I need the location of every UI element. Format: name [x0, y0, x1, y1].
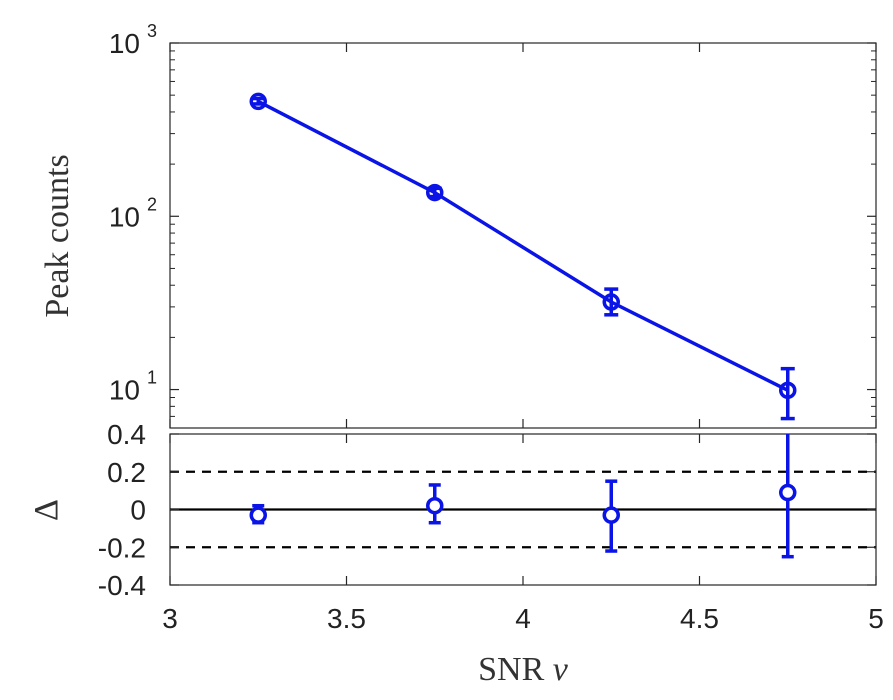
top-y-axis-ticks: 10 1 10 2 10 3	[109, 21, 877, 429]
top-y-tick-base: 10	[109, 28, 140, 59]
top-model-line	[257, 99, 789, 392]
bottom-data-point	[779, 483, 797, 502]
x-axis-ticks: 3 3.5 4 4.5 5	[162, 434, 884, 634]
top-y-tick-base: 10	[109, 201, 140, 232]
bottom-series-delta	[249, 434, 797, 559]
top-y-tick-label: 10	[109, 375, 140, 406]
top-y-tick-label: 10	[109, 201, 140, 232]
top-panel-frame	[169, 42, 877, 429]
bottom-data-point	[426, 496, 444, 515]
bottom-data-point	[249, 506, 267, 524]
top-panel-peak-counts: 10 1 10 2 10 3 Peak counts	[39, 21, 877, 429]
bottom-y-tick-label: -0.4	[98, 570, 146, 601]
bottom-y-tick-label: 0.2	[107, 457, 146, 488]
x-tick-label: 4.5	[680, 603, 719, 634]
x-axis-label: SNR ν	[478, 651, 569, 688]
bottom-y-tick-label: -0.2	[98, 532, 146, 563]
x-tick-label: 3	[162, 603, 178, 634]
top-data-point	[249, 92, 267, 111]
top-data-point	[779, 381, 797, 400]
x-tick-label: 4	[515, 603, 531, 634]
top-series-peak-counts	[249, 92, 797, 421]
bottom-data-point	[602, 506, 620, 524]
top-data-point	[426, 183, 444, 202]
top-y-tick-exponent: 1	[147, 368, 157, 388]
top-y-axis-label: Peak counts	[39, 154, 76, 317]
top-data-point	[602, 293, 620, 311]
bottom-y-tick-label: 0	[130, 495, 146, 526]
top-y-tick-exponent: 3	[147, 21, 157, 41]
bottom-reference-lines	[170, 470, 876, 549]
bottom-panel-delta: 0.4 0.2 0 -0.2 -0.4 3 3.5 4 4.5 5 Δ SNR ν	[28, 419, 884, 688]
x-tick-label: 3.5	[327, 603, 366, 634]
bottom-y-axis-ticks: 0.4 0.2 0 -0.2 -0.4	[98, 419, 876, 601]
top-y-tick-label: 10	[109, 28, 140, 59]
x-axis-label-text: SNR	[478, 651, 553, 688]
bottom-y-tick-label: 0.4	[107, 419, 146, 450]
bottom-y-axis-label: Δ	[28, 499, 65, 521]
top-y-tick-base: 10	[109, 375, 140, 406]
x-tick-label: 5	[868, 603, 884, 634]
top-y-tick-exponent: 2	[147, 194, 157, 214]
x-axis-label-symbol: ν	[553, 651, 569, 688]
